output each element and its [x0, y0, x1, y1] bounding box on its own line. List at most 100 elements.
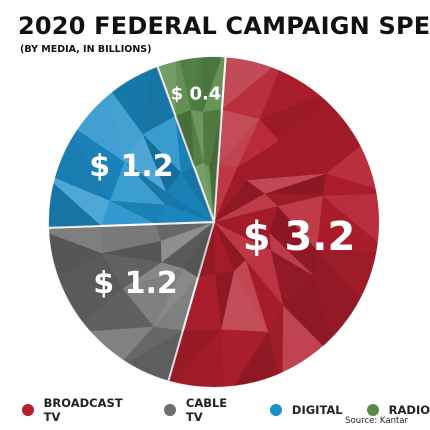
facet-broadcast-tv-45	[278, 136, 372, 174]
facet-radio-11	[209, 109, 222, 168]
legend-item-digital: DIGITAL	[269, 403, 343, 417]
facet-broadcast-tv-31	[269, 232, 315, 276]
source-note: Source: Kantar	[345, 416, 408, 426]
facet-broadcast-tv-27	[264, 193, 323, 207]
facet-broadcast-tv-57	[221, 329, 269, 388]
facet-radio-16	[201, 56, 227, 112]
facet-digital-12	[124, 134, 167, 192]
facet-broadcast-tv-24	[246, 140, 327, 181]
facet-cable-tv-19	[72, 288, 154, 333]
facet-cable-tv-12	[101, 253, 162, 289]
facet-broadcast-tv-22	[237, 119, 279, 168]
facet-broadcast-tv-32	[270, 250, 315, 306]
facet-broadcast-tv-53	[283, 275, 334, 357]
facet-digital-17	[48, 172, 110, 226]
facet-digital-19	[65, 121, 125, 201]
facet-digital-4	[166, 172, 214, 222]
legend-label-broadcast-tv: BROADCAST TV	[43, 396, 123, 424]
facet-broadcast-tv-9	[214, 222, 270, 233]
facet-radio-4	[209, 164, 219, 222]
facet-broadcast-tv-49	[316, 195, 380, 254]
legend-item-broadcast-tv: BROADCAST TV	[22, 396, 140, 424]
facet-broadcast-tv-43	[259, 89, 335, 141]
facet-broadcast-tv-44	[278, 89, 372, 141]
legend-swatch-digital	[269, 404, 282, 416]
facet-radio-0	[194, 162, 214, 222]
facet-broadcast-tv-11	[214, 222, 271, 251]
facet-digital-10	[109, 161, 166, 205]
facet-broadcast-tv-33	[245, 250, 284, 306]
facet-radio-10	[202, 109, 222, 168]
facet-broadcast-tv-20	[218, 109, 260, 165]
facet-digital-14	[142, 115, 181, 173]
facet-broadcast-tv-42	[259, 57, 335, 120]
pie-outline	[47, 55, 381, 389]
facet-radio-13	[175, 56, 191, 116]
facet-radio-2	[203, 162, 214, 222]
facet-cable-tv-2	[161, 222, 214, 269]
facet-broadcast-tv-48	[322, 193, 380, 254]
facet-radio-8	[190, 110, 204, 163]
facet-broadcast-tv-0	[214, 164, 238, 222]
facet-broadcast-tv-21	[218, 119, 260, 168]
legend: BROADCAST TV CABLE TV DIGITAL RADIO	[22, 396, 430, 424]
facet-radio-15	[190, 56, 203, 112]
facet-broadcast-tv-12	[214, 222, 271, 261]
chart-title: 2020 FEDERAL CAMPAIGN SPENDING	[18, 12, 430, 40]
facet-broadcast-tv-35	[234, 260, 269, 332]
data-label-broadcast-tv: $ 3.2	[243, 214, 356, 260]
facet-radio-17	[202, 56, 227, 112]
legend-swatch-radio	[366, 404, 379, 416]
facet-digital-21	[103, 80, 143, 162]
facet-cable-tv-4	[160, 222, 214, 263]
facet-cable-tv-13	[101, 241, 162, 263]
facet-digital-6	[180, 167, 214, 222]
chart-subtitle: (BY MEDIA, IN BILLIONS)	[20, 44, 152, 55]
legend-label-digital: DIGITAL	[291, 403, 343, 417]
facet-broadcast-tv-18	[197, 222, 216, 278]
facet-cable-tv-21	[48, 253, 123, 289]
facet-digital-23	[142, 56, 176, 135]
legend-label-radio: RADIO	[388, 403, 430, 417]
facet-digital-20	[65, 80, 125, 162]
facet-cable-tv-17	[113, 326, 183, 371]
facet-broadcast-tv-29	[269, 206, 317, 251]
facet-broadcast-tv-25	[246, 173, 327, 194]
facet-broadcast-tv-47	[322, 173, 380, 196]
facet-cable-tv-11	[122, 262, 184, 289]
facet-cable-tv-0	[183, 222, 214, 278]
facet-broadcast-tv-55	[268, 305, 284, 388]
facet-cable-tv-14	[101, 225, 161, 254]
facet-broadcast-tv-52	[314, 275, 371, 357]
facet-broadcast-tv-28	[277, 195, 323, 251]
facet-broadcast-tv-26	[264, 173, 327, 196]
facet-broadcast-tv-10	[214, 222, 271, 251]
facet-broadcast-tv-16	[214, 222, 235, 274]
facet-radio-7	[190, 110, 204, 168]
facet-digital-9	[109, 200, 166, 225]
facet-broadcast-tv-34	[245, 260, 284, 332]
data-label-digital: $ 1.2	[89, 149, 173, 184]
facet-radio-14	[176, 56, 202, 111]
data-label-cable-tv: $ 1.2	[93, 266, 177, 301]
facet-cable-tv-10	[122, 268, 184, 327]
legend-label-cable-tv: CABLE TV	[185, 396, 228, 424]
facet-broadcast-tv-6	[214, 193, 278, 222]
facet-digital-13	[142, 134, 181, 192]
facet-cable-tv-23	[48, 225, 102, 254]
facet-broadcast-tv-8	[214, 206, 278, 233]
data-label-radio: $ 0.4	[171, 83, 222, 104]
facet-digital-15	[175, 115, 195, 173]
facet-radio-9	[202, 111, 210, 168]
facet-broadcast-tv-38	[182, 273, 222, 331]
facet-broadcast-tv-4	[214, 180, 265, 222]
facet-digital-11	[124, 161, 167, 205]
legend-item-radio: RADIO	[366, 403, 430, 417]
legend-item-cable-tv: CABLE TV	[164, 396, 246, 424]
facet-cable-tv-9	[153, 268, 198, 327]
facet-broadcast-tv-2	[214, 167, 247, 222]
legend-swatch-broadcast-tv	[22, 404, 34, 416]
facet-broadcast-tv-51	[314, 250, 371, 310]
facet-broadcast-tv-37	[215, 270, 235, 330]
facet-radio-6	[175, 110, 195, 168]
